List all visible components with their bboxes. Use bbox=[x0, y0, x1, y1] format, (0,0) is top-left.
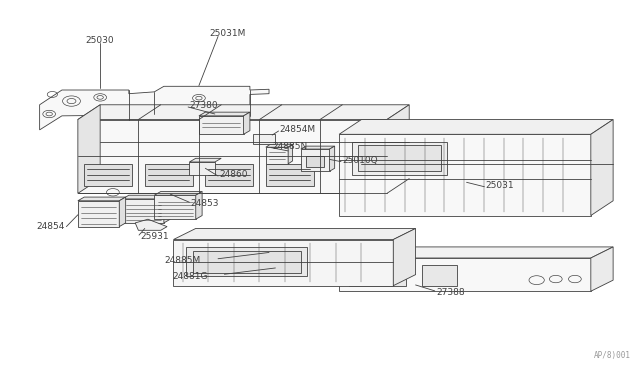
Text: 24881G: 24881G bbox=[172, 272, 207, 280]
Polygon shape bbox=[164, 195, 170, 223]
Polygon shape bbox=[154, 192, 202, 195]
Polygon shape bbox=[339, 119, 613, 134]
Text: 24885N: 24885N bbox=[272, 142, 307, 151]
Polygon shape bbox=[40, 86, 269, 130]
Text: 24860: 24860 bbox=[220, 170, 248, 179]
Polygon shape bbox=[78, 201, 119, 227]
Text: 25031M: 25031M bbox=[209, 29, 246, 38]
Text: 24854: 24854 bbox=[36, 222, 65, 231]
Polygon shape bbox=[78, 105, 409, 119]
Polygon shape bbox=[422, 265, 457, 286]
Polygon shape bbox=[173, 240, 394, 286]
Polygon shape bbox=[135, 219, 167, 230]
Polygon shape bbox=[349, 265, 406, 286]
Polygon shape bbox=[122, 199, 164, 223]
Polygon shape bbox=[186, 247, 307, 276]
Polygon shape bbox=[591, 247, 613, 291]
Polygon shape bbox=[253, 134, 275, 144]
Text: 27388: 27388 bbox=[436, 288, 465, 297]
Polygon shape bbox=[189, 162, 215, 175]
Text: 27380: 27380 bbox=[189, 101, 218, 110]
Polygon shape bbox=[122, 195, 170, 199]
Polygon shape bbox=[196, 192, 202, 219]
Text: AP/8)001: AP/8)001 bbox=[594, 351, 631, 360]
Polygon shape bbox=[591, 119, 613, 215]
Polygon shape bbox=[78, 119, 387, 193]
Text: 25030: 25030 bbox=[86, 36, 115, 45]
Polygon shape bbox=[119, 197, 125, 227]
Polygon shape bbox=[288, 144, 292, 164]
Polygon shape bbox=[358, 145, 441, 171]
Polygon shape bbox=[205, 164, 253, 186]
Polygon shape bbox=[199, 112, 250, 116]
Polygon shape bbox=[154, 195, 196, 219]
Polygon shape bbox=[199, 116, 244, 134]
Polygon shape bbox=[244, 112, 250, 134]
Polygon shape bbox=[306, 156, 324, 167]
Polygon shape bbox=[330, 146, 335, 171]
Polygon shape bbox=[266, 147, 288, 164]
Polygon shape bbox=[339, 247, 613, 258]
Polygon shape bbox=[173, 228, 415, 240]
Text: 24885M: 24885M bbox=[164, 256, 200, 265]
Polygon shape bbox=[301, 149, 330, 171]
Text: 25031: 25031 bbox=[486, 182, 515, 190]
Polygon shape bbox=[193, 251, 301, 273]
Polygon shape bbox=[266, 144, 292, 147]
Polygon shape bbox=[394, 228, 415, 286]
Polygon shape bbox=[339, 134, 591, 215]
Text: 24854M: 24854M bbox=[280, 125, 316, 134]
Polygon shape bbox=[78, 197, 125, 201]
Polygon shape bbox=[266, 164, 314, 186]
Polygon shape bbox=[387, 105, 409, 193]
Polygon shape bbox=[84, 164, 132, 186]
Polygon shape bbox=[339, 258, 591, 291]
Polygon shape bbox=[301, 146, 335, 149]
Polygon shape bbox=[189, 158, 221, 162]
Polygon shape bbox=[78, 105, 100, 193]
Text: 25931: 25931 bbox=[140, 232, 169, 241]
Polygon shape bbox=[352, 142, 447, 175]
Text: 25010Q: 25010Q bbox=[342, 155, 378, 165]
Polygon shape bbox=[145, 164, 193, 186]
Text: 24853: 24853 bbox=[191, 199, 219, 208]
